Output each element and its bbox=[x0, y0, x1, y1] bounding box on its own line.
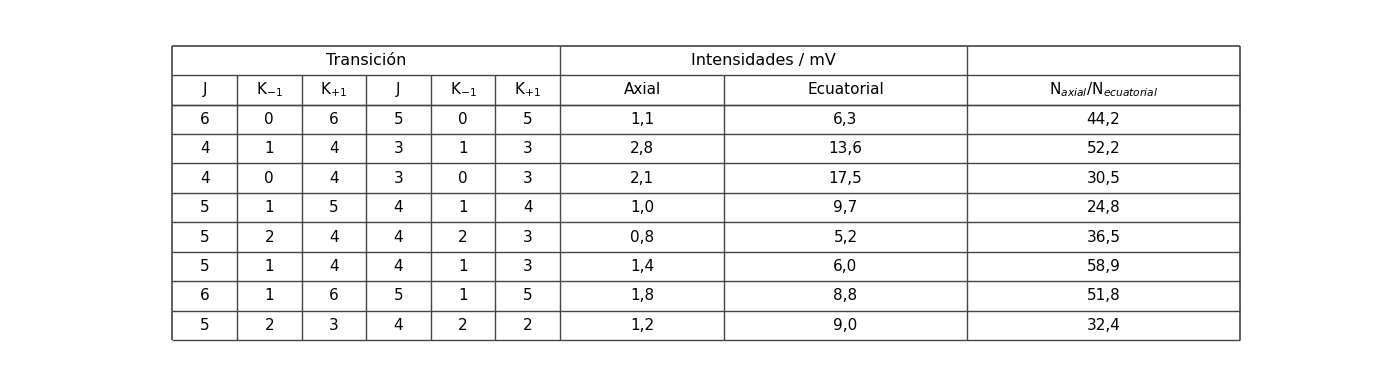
Text: 5: 5 bbox=[329, 200, 339, 215]
Text: 4: 4 bbox=[200, 141, 209, 156]
Text: 6: 6 bbox=[200, 112, 209, 127]
Text: Ecuatorial: Ecuatorial bbox=[808, 83, 883, 97]
Text: K$_{+1}$: K$_{+1}$ bbox=[321, 81, 347, 99]
Text: 1,2: 1,2 bbox=[630, 318, 655, 333]
Text: 4: 4 bbox=[394, 318, 404, 333]
Text: 3: 3 bbox=[522, 230, 533, 244]
Text: 1: 1 bbox=[459, 288, 469, 303]
Text: 4: 4 bbox=[524, 200, 533, 215]
Text: 0: 0 bbox=[265, 112, 274, 127]
Text: 6,3: 6,3 bbox=[834, 112, 857, 127]
Text: 1,4: 1,4 bbox=[630, 259, 655, 274]
Text: 9,7: 9,7 bbox=[834, 200, 857, 215]
Text: 1,0: 1,0 bbox=[630, 200, 655, 215]
Text: 9,0: 9,0 bbox=[834, 318, 857, 333]
Text: 5: 5 bbox=[524, 288, 533, 303]
Text: 2: 2 bbox=[524, 318, 533, 333]
Text: 1: 1 bbox=[265, 259, 274, 274]
Text: K$_{+1}$: K$_{+1}$ bbox=[514, 81, 542, 99]
Text: 4: 4 bbox=[329, 171, 339, 186]
Text: 1,8: 1,8 bbox=[630, 288, 655, 303]
Text: 0: 0 bbox=[459, 171, 469, 186]
Text: 24,8: 24,8 bbox=[1087, 200, 1120, 215]
Text: 5: 5 bbox=[524, 112, 533, 127]
Text: 44,2: 44,2 bbox=[1087, 112, 1120, 127]
Text: 0: 0 bbox=[459, 112, 469, 127]
Text: J: J bbox=[203, 83, 207, 97]
Text: 0,8: 0,8 bbox=[630, 230, 655, 244]
Text: 4: 4 bbox=[394, 200, 404, 215]
Text: 30,5: 30,5 bbox=[1086, 171, 1120, 186]
Text: 58,9: 58,9 bbox=[1086, 259, 1120, 274]
Text: J: J bbox=[397, 83, 401, 97]
Text: 1: 1 bbox=[265, 288, 274, 303]
Text: N$_{axial}$/N$_{ecuatorial}$: N$_{axial}$/N$_{ecuatorial}$ bbox=[1049, 81, 1158, 99]
Text: 5: 5 bbox=[200, 318, 209, 333]
Text: 32,4: 32,4 bbox=[1086, 318, 1120, 333]
Text: 4: 4 bbox=[200, 171, 209, 186]
Text: 5: 5 bbox=[394, 112, 404, 127]
Text: 2,1: 2,1 bbox=[630, 171, 655, 186]
Text: 3: 3 bbox=[329, 318, 339, 333]
Text: K$_{-1}$: K$_{-1}$ bbox=[256, 81, 282, 99]
Text: 1,1: 1,1 bbox=[630, 112, 655, 127]
Text: 2,8: 2,8 bbox=[630, 141, 655, 156]
Text: 1: 1 bbox=[265, 141, 274, 156]
Text: 2: 2 bbox=[459, 230, 469, 244]
Text: 8,8: 8,8 bbox=[834, 288, 857, 303]
Text: 36,5: 36,5 bbox=[1086, 230, 1120, 244]
Text: 3: 3 bbox=[522, 171, 533, 186]
Text: 6: 6 bbox=[329, 112, 339, 127]
Text: Transición: Transición bbox=[327, 53, 407, 68]
Text: 3: 3 bbox=[522, 259, 533, 274]
Text: 4: 4 bbox=[329, 141, 339, 156]
Text: 13,6: 13,6 bbox=[828, 141, 863, 156]
Text: K$_{-1}$: K$_{-1}$ bbox=[449, 81, 477, 99]
Text: 5: 5 bbox=[200, 200, 209, 215]
Text: 5: 5 bbox=[394, 288, 404, 303]
Text: 5: 5 bbox=[200, 259, 209, 274]
Text: 17,5: 17,5 bbox=[828, 171, 863, 186]
Text: 6,0: 6,0 bbox=[834, 259, 857, 274]
Text: 2: 2 bbox=[265, 318, 274, 333]
Text: 6: 6 bbox=[200, 288, 209, 303]
Text: 1: 1 bbox=[265, 200, 274, 215]
Text: 51,8: 51,8 bbox=[1087, 288, 1120, 303]
Text: 0: 0 bbox=[265, 171, 274, 186]
Text: 3: 3 bbox=[394, 171, 404, 186]
Text: 2: 2 bbox=[459, 318, 469, 333]
Text: 4: 4 bbox=[329, 230, 339, 244]
Text: 52,2: 52,2 bbox=[1087, 141, 1120, 156]
Text: 2: 2 bbox=[265, 230, 274, 244]
Text: 3: 3 bbox=[522, 141, 533, 156]
Text: 1: 1 bbox=[459, 200, 469, 215]
Text: 1: 1 bbox=[459, 259, 469, 274]
Text: 4: 4 bbox=[394, 230, 404, 244]
Text: 5: 5 bbox=[200, 230, 209, 244]
Text: Axial: Axial bbox=[624, 83, 661, 97]
Text: 4: 4 bbox=[394, 259, 404, 274]
Text: 4: 4 bbox=[329, 259, 339, 274]
Text: 1: 1 bbox=[459, 141, 469, 156]
Text: 6: 6 bbox=[329, 288, 339, 303]
Text: 3: 3 bbox=[394, 141, 404, 156]
Text: Intensidades / mV: Intensidades / mV bbox=[690, 53, 836, 68]
Text: 5,2: 5,2 bbox=[834, 230, 857, 244]
